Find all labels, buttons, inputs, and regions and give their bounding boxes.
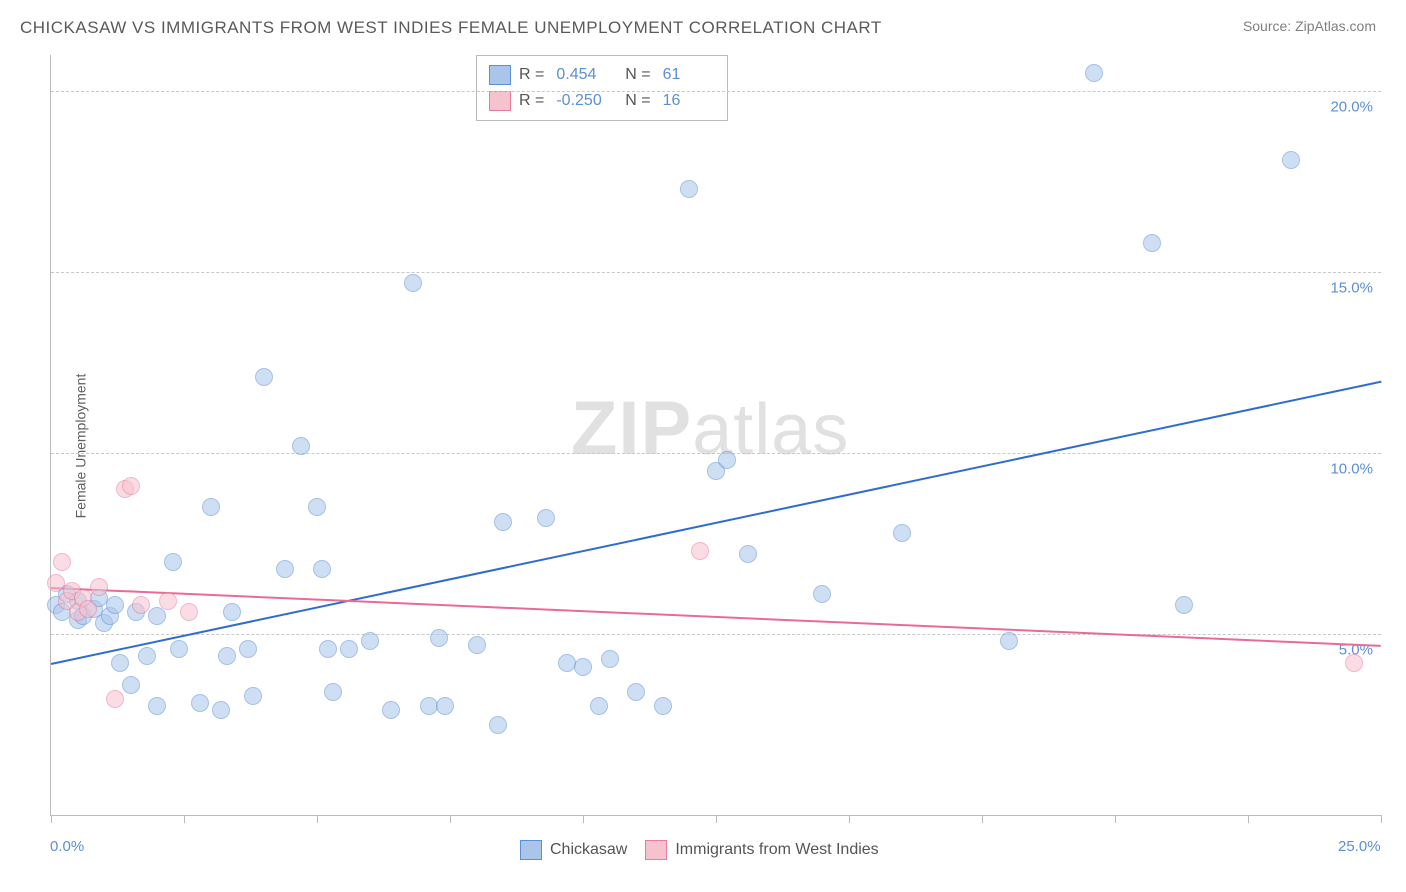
data-point [191, 694, 209, 712]
gridline [51, 453, 1381, 454]
plot-area: ZIPatlas R =0.454 N =61R =-0.250 N =16 5… [50, 55, 1381, 816]
legend-r-label: R = [519, 62, 544, 88]
data-point [239, 640, 257, 658]
gridline [51, 272, 1381, 273]
y-tick-label: 20.0% [1330, 99, 1373, 116]
data-point [489, 716, 507, 734]
data-point [601, 650, 619, 668]
data-point [319, 640, 337, 658]
x-tick-label: 0.0% [50, 838, 84, 855]
data-point [170, 640, 188, 658]
legend-row: R = 0.454 N = 61 [489, 62, 715, 88]
data-point [893, 524, 911, 542]
data-point [255, 368, 273, 386]
data-point [537, 509, 555, 527]
legend-swatch [520, 840, 542, 860]
data-point [691, 542, 709, 560]
data-point [90, 578, 108, 596]
x-tick [1115, 815, 1116, 823]
x-tick [982, 815, 983, 823]
x-tick [1381, 815, 1382, 823]
data-point [122, 477, 140, 495]
legend-swatch [489, 91, 511, 111]
data-point [361, 632, 379, 650]
data-point [1143, 234, 1161, 252]
x-tick [849, 815, 850, 823]
data-point [813, 585, 831, 603]
watermark: ZIPatlas [571, 385, 849, 472]
data-point [218, 647, 236, 665]
data-point [468, 636, 486, 654]
data-point [718, 451, 736, 469]
data-point [79, 600, 97, 618]
gridline [51, 91, 1381, 92]
data-point [1085, 64, 1103, 82]
data-point [202, 498, 220, 516]
legend-swatch [489, 65, 511, 85]
data-point [1282, 151, 1300, 169]
data-point [1000, 632, 1018, 650]
data-point [1345, 654, 1363, 672]
legend-swatch [645, 840, 667, 860]
data-point [654, 697, 672, 715]
data-point [404, 274, 422, 292]
x-tick [1248, 815, 1249, 823]
gridline [51, 634, 1381, 635]
legend-item: Immigrants from West Indies [645, 840, 878, 860]
data-point [53, 553, 71, 571]
source-label: Source: ZipAtlas.com [1243, 18, 1376, 34]
chart-title: CHICKASAW VS IMMIGRANTS FROM WEST INDIES… [20, 18, 882, 38]
x-tick [317, 815, 318, 823]
data-point [436, 697, 454, 715]
data-point [324, 683, 342, 701]
data-point [292, 437, 310, 455]
data-point [276, 560, 294, 578]
legend-r-value: 0.454 [556, 62, 608, 88]
x-tick [450, 815, 451, 823]
legend-n-value: 61 [663, 62, 715, 88]
data-point [148, 697, 166, 715]
data-point [212, 701, 230, 719]
data-point [106, 596, 124, 614]
data-point [627, 683, 645, 701]
data-point [558, 654, 576, 672]
data-point [340, 640, 358, 658]
data-point [739, 545, 757, 563]
data-point [132, 596, 150, 614]
data-point [164, 553, 182, 571]
data-point [138, 647, 156, 665]
data-point [313, 560, 331, 578]
correlation-legend: R =0.454 N =61R =-0.250 N =16 [476, 55, 728, 121]
chart-container: CHICKASAW VS IMMIGRANTS FROM WEST INDIES… [0, 0, 1406, 892]
x-tick [716, 815, 717, 823]
y-tick-label: 15.0% [1330, 280, 1373, 297]
data-point [574, 658, 592, 676]
data-point [180, 603, 198, 621]
data-point [111, 654, 129, 672]
x-tick-label: 25.0% [1338, 838, 1381, 855]
x-tick [51, 815, 52, 823]
data-point [494, 513, 512, 531]
data-point [223, 603, 241, 621]
data-point [590, 697, 608, 715]
data-point [106, 690, 124, 708]
series-legend: Chickasaw Immigrants from West Indies [520, 840, 879, 860]
legend-label: Chickasaw [550, 841, 627, 859]
data-point [244, 687, 262, 705]
legend-label: Immigrants from West Indies [675, 841, 878, 859]
legend-n-label: N = [616, 62, 650, 88]
data-point [680, 180, 698, 198]
data-point [122, 676, 140, 694]
data-point [430, 629, 448, 647]
data-point [382, 701, 400, 719]
trend-line [51, 381, 1381, 665]
data-point [308, 498, 326, 516]
x-tick [184, 815, 185, 823]
y-tick-label: 10.0% [1330, 461, 1373, 478]
data-point [1175, 596, 1193, 614]
legend-item: Chickasaw [520, 840, 627, 860]
x-tick [583, 815, 584, 823]
data-point [159, 592, 177, 610]
